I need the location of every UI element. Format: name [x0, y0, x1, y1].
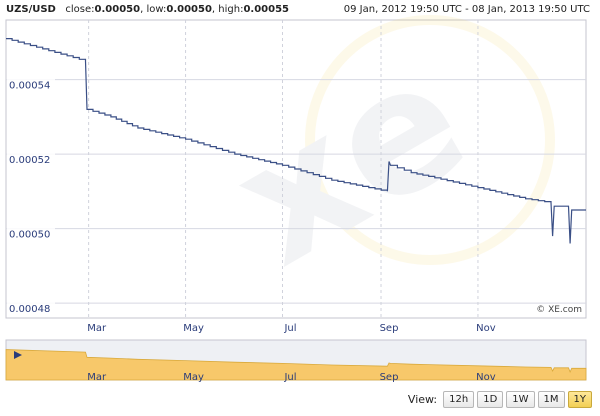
view-1y-button[interactable]: 1Y [567, 391, 592, 408]
grid-lines [6, 20, 586, 318]
y-tick-bg [7, 226, 55, 241]
low-value: 0.00050 [166, 4, 212, 15]
x-tick-label: Nov [476, 323, 496, 334]
nav-x-tick-label: Mar [87, 372, 107, 383]
view-1w-button[interactable]: 1W [506, 391, 535, 408]
nav-x-tick-label: Sep [380, 372, 399, 383]
x-tick-label: Sep [380, 323, 399, 334]
y-tick-bg [7, 301, 55, 316]
y-tick-label: 0.00050 [9, 230, 50, 241]
play-icon[interactable] [14, 351, 22, 359]
close-label: close: [65, 4, 95, 15]
high-label: high: [218, 4, 244, 15]
x-tick-label: Mar [87, 323, 107, 334]
view-selector: View: 12h 1D 1W 1M 1Y [408, 391, 592, 408]
y-tick-label: 0.00048 [9, 304, 50, 315]
y-tick-bg [7, 77, 55, 92]
nav-x-tick-label: Nov [476, 372, 496, 383]
x-axis: Mar May Jul Sep Nov [87, 323, 496, 334]
nav-x-tick-label: Jul [283, 372, 296, 383]
date-range: 09 Jan, 2012 19:50 UTC - 08 Jan, 2013 19… [343, 4, 590, 15]
currency-pair: UZS/USD [6, 4, 56, 15]
y-tick-label: 0.00052 [9, 155, 50, 166]
view-12h-button[interactable]: 12h [443, 391, 475, 408]
chart-header-left: UZS/USD close:0.00050, low:0.00050, high… [6, 4, 289, 15]
price-line [6, 37, 586, 244]
navigator-x-axis: Mar May Jul Sep Nov [87, 372, 496, 383]
view-label: View: [407, 393, 438, 406]
y-tick-label: 0.00054 [9, 81, 50, 92]
high-value: 0.00055 [243, 4, 289, 15]
x-tick-label: Jul [283, 323, 296, 334]
view-1m-button[interactable]: 1M [537, 391, 565, 408]
navigator-area [5, 349, 587, 381]
close-value: 0.00050 [94, 4, 141, 15]
y-axis: 0.00054 0.00052 0.00050 0.00048 [7, 77, 55, 316]
low-label: low: [146, 4, 167, 15]
x-tick-label: May [183, 323, 204, 334]
view-1d-button[interactable]: 1D [477, 391, 504, 408]
nav-x-tick-label: May [183, 372, 204, 383]
y-tick-bg [7, 152, 55, 167]
copyright-text: © XE.com [536, 305, 582, 315]
